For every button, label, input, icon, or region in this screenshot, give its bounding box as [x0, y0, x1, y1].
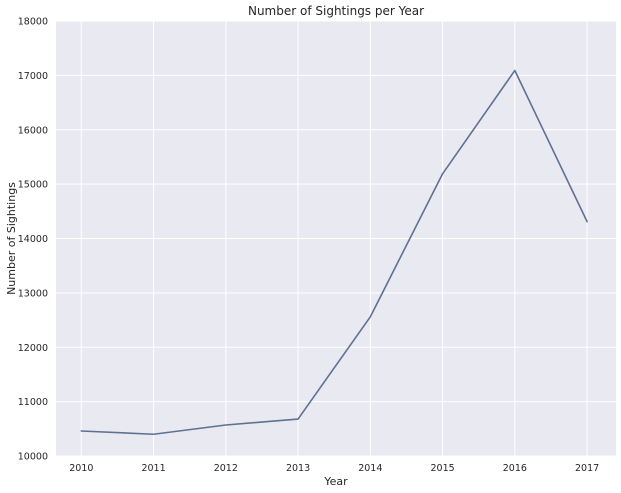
x-tick-label: 2013	[286, 463, 310, 474]
y-tick-label: 17000	[18, 71, 48, 82]
series-line-0	[80, 69, 588, 436]
y-tick-label: 13000	[18, 288, 48, 299]
x-tick-label: 2010	[69, 463, 93, 474]
chart-title: Number of Sightings per Year	[248, 4, 424, 18]
y-tick-label: 14000	[18, 234, 48, 245]
y-tick-label: 10000	[18, 452, 48, 463]
y-tick-label: 16000	[18, 125, 48, 136]
y-tick-label: 11000	[18, 397, 48, 408]
y-axis-label: Number of Sightings	[5, 182, 18, 295]
grid-lines	[56, 20, 616, 457]
x-tick-label: 2017	[575, 463, 599, 474]
x-tick-label: 2015	[430, 463, 454, 474]
x-axis-ticks: 2010 2011 2012 2013 2014 2015 2016 2017	[69, 463, 599, 474]
y-axis-ticks: 10000 11000 12000 13000 14000 15000 16000 17000…	[18, 17, 48, 463]
x-axis-label: Year	[323, 475, 348, 488]
y-tick-label: 12000	[18, 343, 48, 354]
x-tick-label: 2014	[358, 463, 382, 474]
x-tick-label: 2012	[214, 463, 238, 474]
x-tick-label: 2011	[141, 463, 165, 474]
y-tick-label: 15000	[18, 180, 48, 191]
series-layer	[80, 69, 588, 436]
x-tick-label: 2016	[503, 463, 527, 474]
y-tick-label: 18000	[18, 17, 48, 28]
